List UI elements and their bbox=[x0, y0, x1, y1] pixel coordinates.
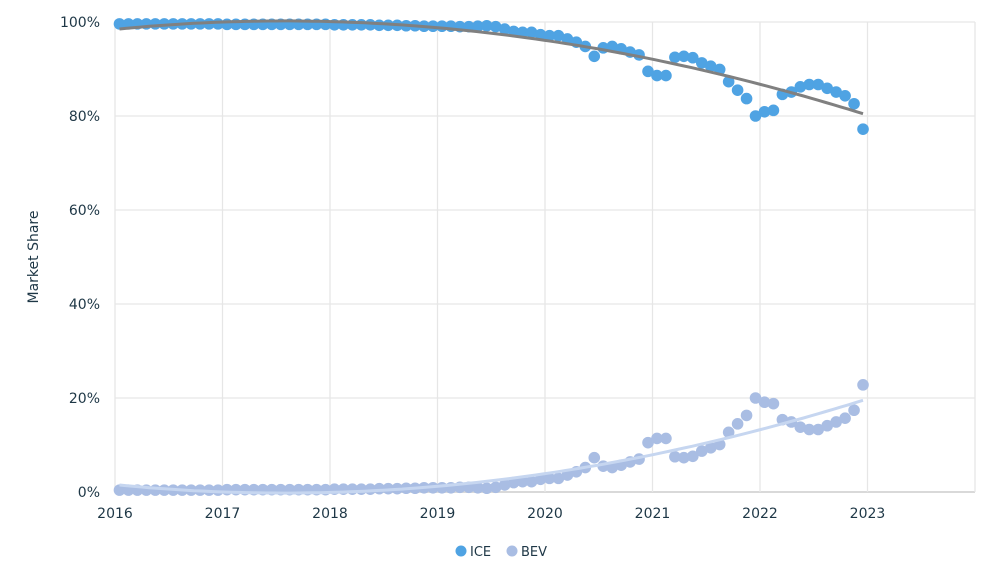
x-axis-ticks: 2016 2017 2018 2019 2020 2021 2022 2023 bbox=[97, 506, 885, 522]
x-tick-label: 2017 bbox=[205, 506, 241, 522]
ice-point bbox=[695, 57, 708, 69]
ice-point bbox=[803, 78, 816, 91]
ice-point bbox=[489, 20, 502, 33]
ice-legend-marker bbox=[455, 545, 467, 557]
bev-legend-marker bbox=[506, 545, 518, 557]
bev-point bbox=[812, 423, 825, 436]
ice-point bbox=[543, 29, 556, 42]
y-tick-label: 80% bbox=[69, 109, 100, 125]
ice-point bbox=[498, 23, 511, 35]
bev-point bbox=[606, 461, 618, 474]
ice-point bbox=[758, 105, 771, 118]
ice-point bbox=[767, 104, 780, 117]
bev-point bbox=[588, 451, 601, 464]
bev-point bbox=[839, 412, 851, 425]
ice-point bbox=[472, 20, 484, 33]
bev-point bbox=[489, 481, 502, 494]
x-tick-label: 2018 bbox=[312, 506, 348, 522]
ice-point bbox=[722, 75, 735, 88]
ice-point bbox=[534, 28, 547, 41]
ice-point bbox=[678, 50, 690, 63]
bev-point bbox=[525, 475, 538, 488]
x-tick-label: 2021 bbox=[635, 506, 671, 522]
bev-point bbox=[543, 472, 556, 485]
x-tick-label: 2019 bbox=[420, 506, 456, 522]
bev-point bbox=[480, 482, 493, 495]
ice-point bbox=[740, 92, 753, 105]
bev-point bbox=[740, 409, 753, 422]
ice-point bbox=[606, 40, 618, 53]
legend-label: ICE bbox=[470, 545, 491, 560]
bev-point bbox=[704, 442, 717, 454]
ice-point bbox=[588, 50, 601, 63]
y-tick-label: 60% bbox=[69, 203, 100, 219]
ice-point bbox=[794, 81, 807, 93]
ice-point bbox=[848, 97, 860, 110]
ice-trendline bbox=[119, 19, 864, 116]
ice-point bbox=[839, 89, 851, 102]
bev-point bbox=[660, 432, 672, 445]
bev-point bbox=[651, 432, 663, 445]
bev-point bbox=[821, 419, 833, 432]
ice-point bbox=[651, 69, 663, 82]
x-tick-label: 2016 bbox=[97, 506, 133, 522]
ice-point bbox=[660, 69, 672, 82]
x-tick-label: 2022 bbox=[742, 506, 778, 522]
bev-point bbox=[498, 479, 511, 491]
trendlines bbox=[119, 19, 864, 495]
y-tick-label: 40% bbox=[69, 297, 100, 313]
ice-point bbox=[830, 86, 842, 98]
y-axis-label: Market Share bbox=[26, 211, 42, 304]
ice-point bbox=[525, 26, 538, 39]
ice-point bbox=[113, 18, 126, 30]
bev-point bbox=[552, 472, 565, 485]
bev-trendline bbox=[119, 398, 864, 495]
ice-point bbox=[704, 60, 717, 72]
bev-point bbox=[516, 475, 529, 488]
x-tick-label: 2020 bbox=[527, 506, 563, 522]
ice-point bbox=[687, 51, 699, 64]
bev-point bbox=[113, 484, 126, 496]
ice-point bbox=[669, 51, 681, 64]
bev-point bbox=[722, 426, 735, 439]
x-tick-label: 2023 bbox=[850, 506, 886, 522]
data-points bbox=[113, 18, 869, 496]
bev-point bbox=[695, 445, 708, 457]
bev-point bbox=[803, 423, 816, 436]
ice-point bbox=[480, 19, 493, 32]
legend: ICE BEV bbox=[455, 545, 547, 560]
bev-point bbox=[857, 379, 869, 391]
ice-point bbox=[731, 84, 744, 96]
bev-point bbox=[848, 404, 860, 417]
bev-point bbox=[472, 481, 484, 494]
bev-point bbox=[794, 421, 807, 433]
ice-point bbox=[642, 65, 654, 78]
ice-point bbox=[857, 123, 869, 135]
legend-label: BEV bbox=[521, 545, 547, 560]
bev-point bbox=[758, 396, 771, 409]
ice-point bbox=[749, 110, 762, 122]
ice-point bbox=[812, 78, 825, 91]
bev-point bbox=[669, 450, 681, 463]
bev-point bbox=[767, 397, 780, 410]
ice-point bbox=[516, 26, 529, 39]
y-tick-label: 20% bbox=[69, 391, 100, 407]
bev-point bbox=[678, 451, 690, 464]
bev-point bbox=[534, 473, 547, 486]
ice-point bbox=[552, 29, 565, 42]
ice-point bbox=[821, 82, 833, 95]
bev-point bbox=[830, 416, 842, 428]
y-tick-label: 100% bbox=[60, 15, 100, 31]
bev-point bbox=[749, 392, 762, 404]
y-tick-label: 0% bbox=[78, 485, 100, 501]
y-axis-ticks: 0% 20% 40% 60% 80% 100% bbox=[60, 15, 100, 501]
bev-point bbox=[642, 436, 654, 449]
bev-point bbox=[731, 418, 744, 430]
bev-point bbox=[687, 450, 699, 463]
